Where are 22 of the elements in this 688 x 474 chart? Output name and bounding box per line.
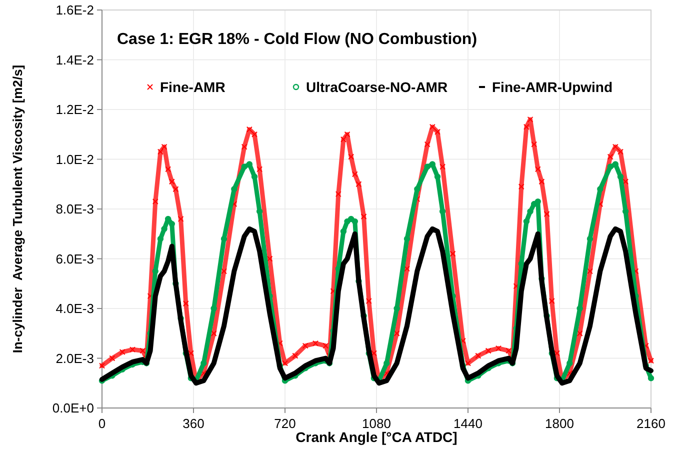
x-tick-label: 0 [98, 416, 106, 431]
y-tick-label: 2.0E-3 [56, 350, 94, 366]
x-tick-label: 1080 [362, 416, 391, 431]
y-tick-label: 4.0E-3 [56, 301, 94, 316]
text: Case 1: EGR 18% - Cold Flow (NO Combustion) [117, 31, 478, 48]
legend-label: Fine-AMR [160, 78, 226, 95]
x-tick-label: 1440 [454, 416, 482, 431]
x-tick-label: 1800 [545, 416, 574, 431]
legend-label: UltraCoarse-NO-AMR [306, 78, 448, 95]
y-axis-title: In-cylinder Average Turbulent Viscosity [m2/s] [10, 64, 25, 354]
y-tick-label: 6.0E-3 [56, 251, 94, 266]
y-tick-label: 0.0E+0 [52, 400, 94, 416]
y-tick-label: 8.0E-3 [56, 202, 94, 217]
x-axis-title: Crank Angle [°CA ATDC] [296, 429, 458, 445]
x-tick-label: 2160 [636, 416, 666, 431]
y-tick-label: 1.6E-2 [56, 2, 94, 18]
x-tick-label: 720 [274, 416, 296, 431]
y-tick-label: 1.2E-2 [56, 102, 94, 118]
y-tick-label: 1.0E-2 [56, 152, 94, 167]
x-tick-label: 360 [182, 416, 204, 431]
y-tick-label: 1.4E-2 [56, 52, 94, 68]
legend-label: Fine-AMR-Upwind [492, 78, 613, 95]
